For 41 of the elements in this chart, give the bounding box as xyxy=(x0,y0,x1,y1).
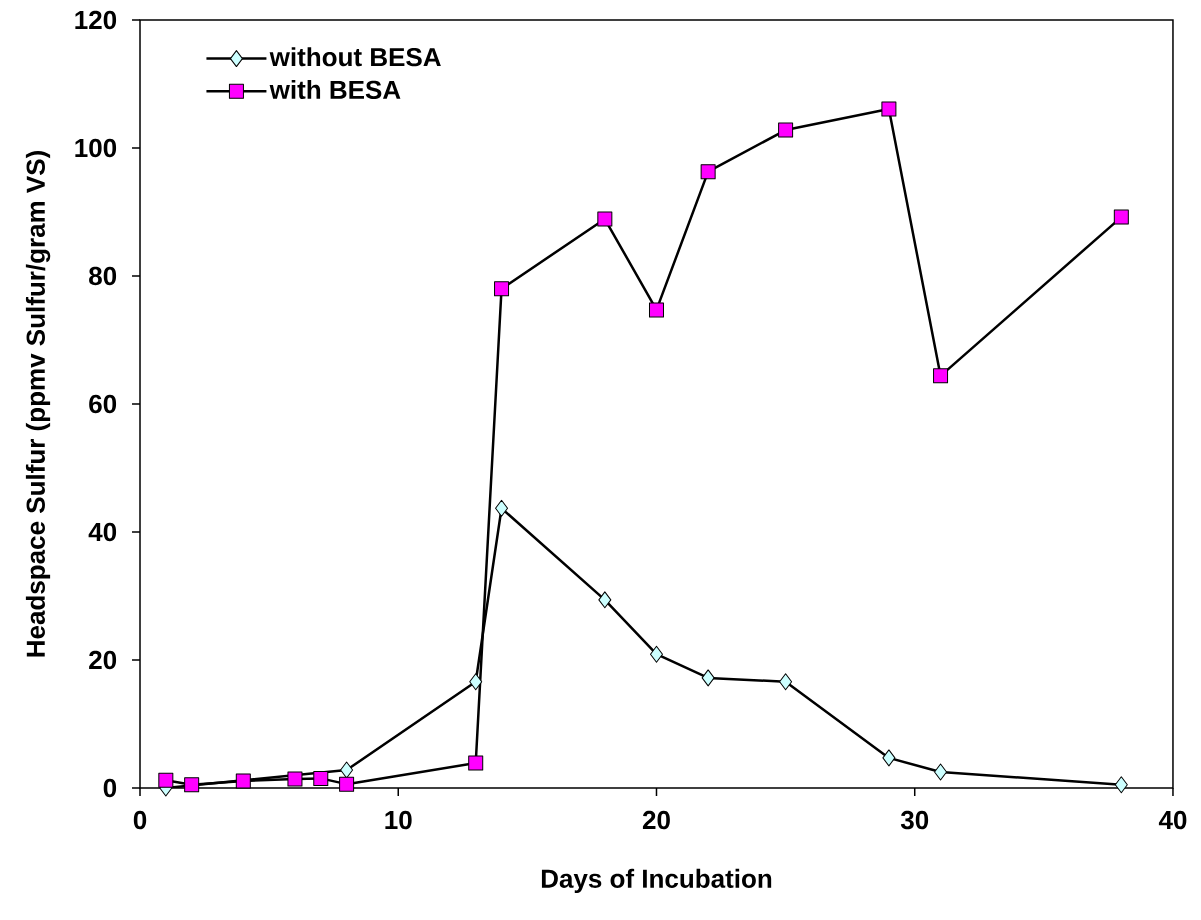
point xyxy=(184,777,200,793)
y-tick-label: 120 xyxy=(75,10,117,30)
point xyxy=(469,673,483,691)
x-tick-label: 40 xyxy=(1158,810,1187,830)
point xyxy=(598,591,612,609)
y-tick-label: 20 xyxy=(89,650,117,670)
point xyxy=(649,645,663,663)
y-tick-label: 80 xyxy=(89,266,117,286)
point xyxy=(313,770,329,786)
point xyxy=(700,164,716,180)
point xyxy=(882,749,896,767)
point xyxy=(494,281,510,297)
y-tick-label: 40 xyxy=(88,522,117,542)
point xyxy=(339,776,355,792)
x-tick-label: 20 xyxy=(642,810,670,830)
point xyxy=(779,673,793,691)
point xyxy=(933,368,949,384)
point xyxy=(158,772,174,788)
legend-label: with BESA xyxy=(269,79,401,100)
point xyxy=(648,302,664,318)
x-tick-label: 0 xyxy=(133,810,147,830)
point xyxy=(934,763,948,781)
y-tick-label: 60 xyxy=(89,394,117,414)
legend-label: without BESA xyxy=(269,47,441,67)
y-tick-label: 100 xyxy=(75,138,117,158)
y-axis-title: Headspace Sulfur (ppmv Sulfur/gram VS) xyxy=(25,151,51,657)
point xyxy=(1113,209,1129,225)
point xyxy=(597,211,613,227)
point xyxy=(495,499,509,517)
point xyxy=(340,761,354,779)
x-tick-label: 30 xyxy=(900,810,929,830)
point xyxy=(778,122,794,138)
x-tick-label: 10 xyxy=(385,810,412,830)
point xyxy=(701,669,715,687)
point xyxy=(1114,776,1128,794)
point xyxy=(235,773,251,789)
point xyxy=(287,771,303,787)
y-tick-label: 0 xyxy=(103,778,117,798)
point xyxy=(881,101,897,117)
x-axis-title: Days of Incubation xyxy=(541,868,772,894)
point xyxy=(468,755,484,771)
